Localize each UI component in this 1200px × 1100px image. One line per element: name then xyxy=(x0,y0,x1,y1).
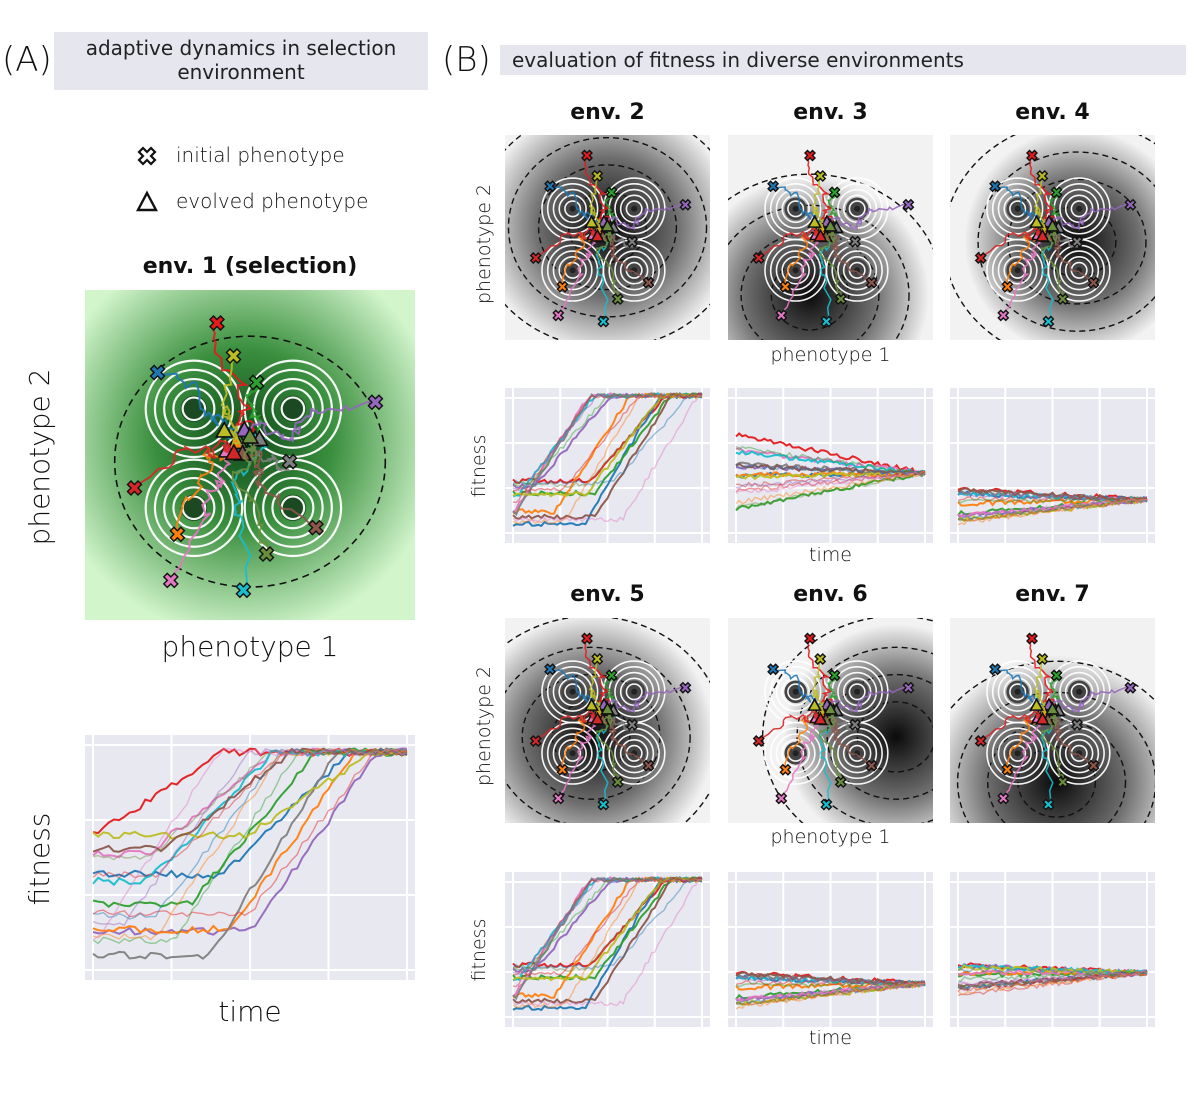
env5-fitness-plot xyxy=(505,872,710,1027)
envB-top-fit-ylabel: fitness xyxy=(468,434,490,498)
legend-initial-label: initial phenotype xyxy=(176,143,345,167)
env6-fitness-plot xyxy=(728,872,933,1027)
env1-fitness-plot xyxy=(85,735,415,980)
env1-phenotype-map xyxy=(85,290,415,620)
env7-fitness-plot xyxy=(950,872,1155,1027)
envB-top-fit-xlabel: time xyxy=(809,544,852,566)
env1-fit-ylabel: fitness xyxy=(23,812,56,906)
panel-a-letter: (A) xyxy=(2,40,52,80)
env2-fitness-plot xyxy=(505,388,710,543)
env6-phenotype-map xyxy=(728,618,933,823)
env3-title: env. 3 xyxy=(793,100,868,125)
env5-phenotype-map xyxy=(505,618,710,823)
env7-phenotype-map xyxy=(950,618,1155,823)
env4-fitness-plot xyxy=(950,388,1155,543)
env1-title: env. 1 (selection) xyxy=(142,254,358,279)
env6-title: env. 6 xyxy=(793,582,868,607)
legend-evolved-label: evolved phenotype xyxy=(176,189,369,213)
panel-b-header: evaluation of fitness in diverse environ… xyxy=(500,45,1186,75)
initial-phenotype-icon xyxy=(135,144,159,168)
env3-phenotype-map xyxy=(728,135,933,340)
envB-bottom-xlabel: phenotype 1 xyxy=(770,826,891,848)
envB-bottom-fit-xlabel: time xyxy=(809,1027,852,1049)
envB-top-xlabel: phenotype 1 xyxy=(770,344,891,366)
envB-bottom-fit-ylabel: fitness xyxy=(468,918,490,982)
env1-ylabel: phenotype 2 xyxy=(23,368,56,546)
panel-a-header: adaptive dynamics in selection environme… xyxy=(54,32,428,90)
env2-title: env. 2 xyxy=(570,100,645,125)
env4-title: env. 4 xyxy=(1015,100,1090,125)
envB-bottom-ylabel: phenotype 2 xyxy=(473,665,495,787)
evolved-phenotype-icon xyxy=(135,190,159,214)
panel-b-letter: (B) xyxy=(442,40,491,80)
env2-phenotype-map xyxy=(505,135,710,340)
env1-xlabel: phenotype 1 xyxy=(161,630,339,663)
env4-phenotype-map xyxy=(950,135,1155,340)
envB-top-ylabel: phenotype 2 xyxy=(473,183,495,305)
env3-fitness-plot xyxy=(728,388,933,543)
env7-title: env. 7 xyxy=(1015,582,1090,607)
env1-fit-xlabel: time xyxy=(218,995,282,1028)
env5-title: env. 5 xyxy=(570,582,645,607)
